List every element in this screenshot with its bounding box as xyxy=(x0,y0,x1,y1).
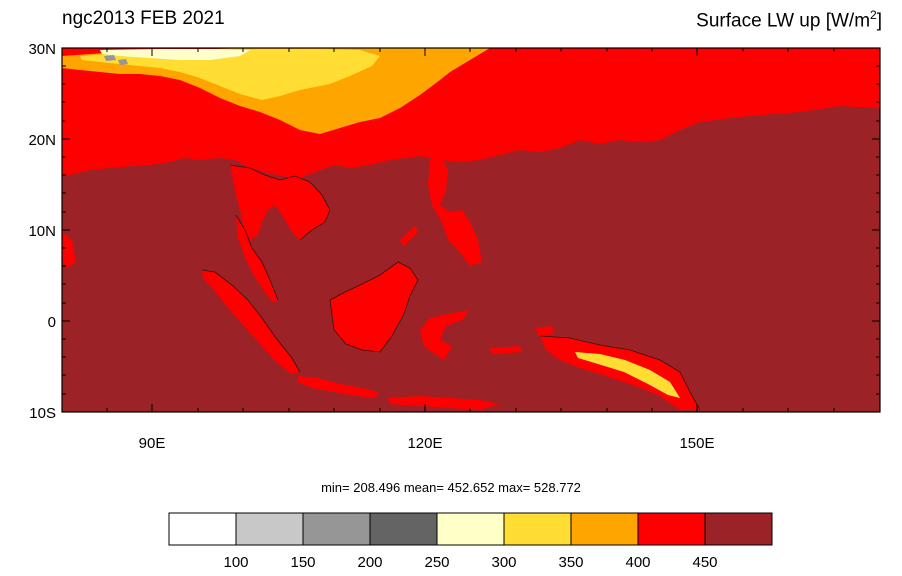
map-panel: 30N 20N 10N 0 10S 90E 120E 150E xyxy=(28,41,881,452)
lat-label-10n: 10N xyxy=(28,223,56,240)
field-statistics: min= 208.496 mean= 452.652 max= 528.772 xyxy=(321,480,581,495)
variable-name: Surface LW up [W/m xyxy=(696,10,871,32)
colorbar-box-7 xyxy=(637,512,706,546)
colorbar-label-350: 350 xyxy=(558,554,583,571)
lon-label-120e: 120E xyxy=(407,435,442,452)
colorbar-label-200: 200 xyxy=(357,554,382,571)
sulawesi-land xyxy=(420,310,470,360)
colorbar: 100 150 200 250 300 350 400 450 xyxy=(168,512,773,571)
plot-title-right: Surface LW up [W/m2] xyxy=(696,8,882,32)
colorbar-box-8 xyxy=(704,512,773,546)
colorbar-box-5 xyxy=(503,512,572,546)
borneo-land xyxy=(330,262,418,352)
sumatra-land xyxy=(202,270,300,374)
colorbar-label-150: 150 xyxy=(290,554,315,571)
plateau-grey xyxy=(104,55,128,65)
lat-label-0: 0 xyxy=(48,314,56,331)
plateau-yellow xyxy=(80,49,380,100)
unit-close: ] xyxy=(876,10,882,32)
colorbar-box-0 xyxy=(168,512,237,546)
colorbar-box-6 xyxy=(570,512,639,546)
malay-land xyxy=(236,215,278,302)
lat-label-20n: 20N xyxy=(28,132,56,149)
lat-label-30n: 30N xyxy=(28,41,56,58)
colorbar-label-250: 250 xyxy=(424,554,449,571)
taiwan-land xyxy=(432,92,444,118)
colorbar-box-1 xyxy=(235,512,304,546)
lat-label-10s: 10S xyxy=(29,405,56,422)
lat-ticks xyxy=(62,47,880,395)
colorbar-boxes xyxy=(168,512,773,546)
unit-exponent: 2 xyxy=(870,8,877,22)
lon-label-90e: 90E xyxy=(139,435,166,452)
colorbar-label-300: 300 xyxy=(491,554,516,571)
colorbar-label-100: 100 xyxy=(223,554,248,571)
new-guinea-highlands xyxy=(575,352,680,398)
colorbar-label-400: 400 xyxy=(625,554,650,571)
colorbar-label-450: 450 xyxy=(692,554,717,571)
lon-ticks xyxy=(106,48,835,412)
philippines-land xyxy=(428,155,482,266)
colorbar-box-2 xyxy=(302,512,371,546)
colorbar-box-3 xyxy=(369,512,438,546)
indochina-land xyxy=(230,165,330,240)
colorbar-box-4 xyxy=(436,512,505,546)
map-field xyxy=(62,48,880,412)
plateau-pale xyxy=(100,49,250,60)
colorbar-labels: 100 150 200 250 300 350 400 450 xyxy=(223,554,717,571)
sunda-islands xyxy=(388,396,500,410)
plot-title-left: ngc2013 FEB 2021 xyxy=(62,8,225,29)
lon-label-150e: 150E xyxy=(679,435,714,452)
java-land xyxy=(298,376,378,398)
coastline xyxy=(201,164,701,411)
